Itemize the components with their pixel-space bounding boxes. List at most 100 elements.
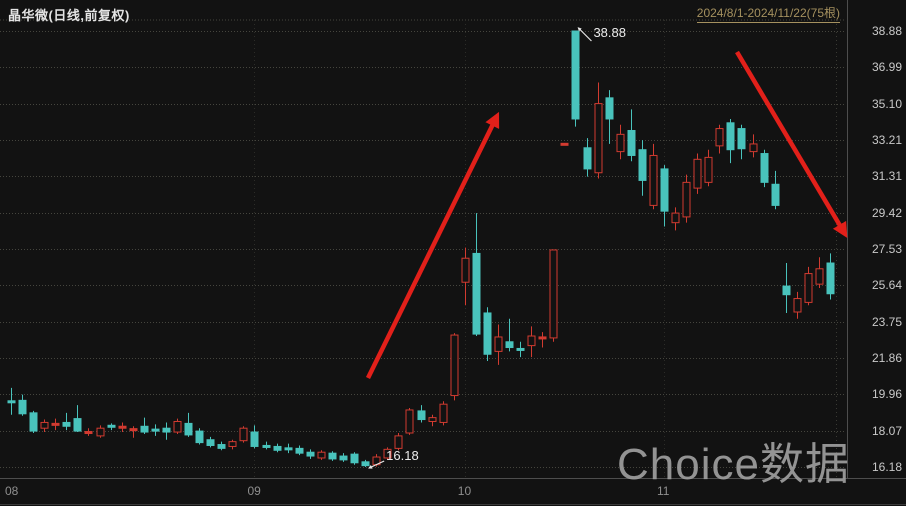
y-axis-label: 25.64	[871, 278, 902, 293]
candle	[383, 447, 392, 460]
trend-arrows	[365, 50, 848, 379]
candle	[306, 449, 315, 459]
x-axis-label: 08	[5, 484, 19, 498]
candle	[118, 422, 127, 433]
candle	[627, 109, 636, 162]
candle	[73, 405, 82, 433]
down-trend-arrow	[735, 50, 848, 238]
candle	[284, 443, 293, 454]
candle	[538, 332, 547, 348]
x-axis-label: 11	[656, 484, 670, 498]
candle	[129, 426, 138, 438]
candle	[84, 428, 93, 436]
candle	[405, 408, 414, 435]
candle	[649, 143, 658, 210]
candle	[217, 441, 226, 451]
x-axis-label: 09	[247, 484, 261, 498]
candle	[660, 165, 669, 227]
choice-watermark: Choice数据	[617, 440, 850, 489]
candle	[605, 90, 614, 144]
candle	[428, 414, 437, 427]
candle	[494, 324, 503, 365]
candle	[682, 174, 691, 223]
candle	[206, 436, 215, 448]
candle	[151, 424, 160, 436]
y-axis-label: 27.53	[871, 242, 902, 256]
y-axis-label: 31.31	[871, 169, 902, 184]
high-price-annotation: 38.88	[593, 25, 626, 40]
candle	[250, 425, 259, 449]
chart-title: 晶华微(日线,前复权)	[8, 8, 130, 23]
candle	[571, 30, 580, 127]
candle	[815, 257, 824, 288]
y-axis-label: 33.21	[871, 132, 902, 147]
candle	[549, 249, 558, 342]
candle	[461, 247, 470, 306]
candle	[262, 441, 271, 450]
candle	[107, 423, 116, 431]
candle	[527, 326, 536, 358]
candle	[616, 124, 625, 160]
candle	[273, 443, 282, 453]
candle	[583, 138, 592, 177]
candle	[40, 419, 49, 433]
candle	[693, 153, 702, 194]
candle	[793, 291, 802, 319]
candle	[749, 134, 758, 158]
candle	[826, 253, 835, 300]
candle	[7, 387, 16, 415]
candle	[195, 428, 204, 445]
low-price-annotation: 16.18	[386, 448, 419, 463]
candle	[771, 170, 780, 210]
y-axis-label: 16.18	[871, 460, 902, 474]
candle	[516, 341, 525, 358]
candle	[328, 451, 337, 461]
candle	[737, 124, 746, 160]
candle	[317, 450, 326, 460]
y-axis-label: 38.88	[871, 24, 902, 38]
candle	[560, 142, 569, 146]
candle	[394, 433, 403, 451]
annotation-pointers	[368, 27, 592, 469]
candle	[782, 263, 791, 313]
y-axis-label: 21.86	[871, 350, 902, 365]
candle	[726, 118, 735, 164]
candle	[184, 412, 193, 437]
x-axis-label: 10	[457, 484, 472, 498]
candle	[339, 453, 348, 462]
candle	[295, 445, 304, 456]
candle	[228, 439, 237, 450]
y-axis-label: 35.10	[871, 96, 902, 111]
candle	[483, 307, 492, 361]
candle	[505, 318, 514, 352]
candle	[350, 452, 359, 465]
candle	[638, 140, 647, 196]
candle	[671, 207, 680, 231]
candle	[472, 213, 481, 337]
candle	[173, 418, 182, 434]
y-axis-label: 23.75	[871, 314, 902, 329]
date-range-link[interactable]: 2024/8/1-2024/11/22(75根)	[696, 4, 840, 23]
candle	[715, 124, 724, 154]
y-axis-label: 18.07	[871, 423, 902, 438]
candle	[18, 394, 27, 416]
y-axis-label: 19.96	[871, 387, 902, 402]
candle	[450, 333, 459, 401]
candle	[361, 459, 370, 467]
candle	[804, 266, 813, 306]
candles	[7, 30, 835, 467]
up-trend-arrow	[365, 111, 500, 379]
y-axis-label: 29.42	[871, 205, 902, 220]
candle	[239, 426, 248, 443]
gridlines	[0, 19, 845, 479]
y-axis-label: 36.99	[871, 60, 902, 75]
candle	[704, 149, 713, 187]
candle	[96, 425, 105, 438]
candle	[29, 410, 38, 434]
candle	[760, 149, 769, 188]
candle	[417, 405, 426, 423]
candle	[162, 422, 171, 440]
